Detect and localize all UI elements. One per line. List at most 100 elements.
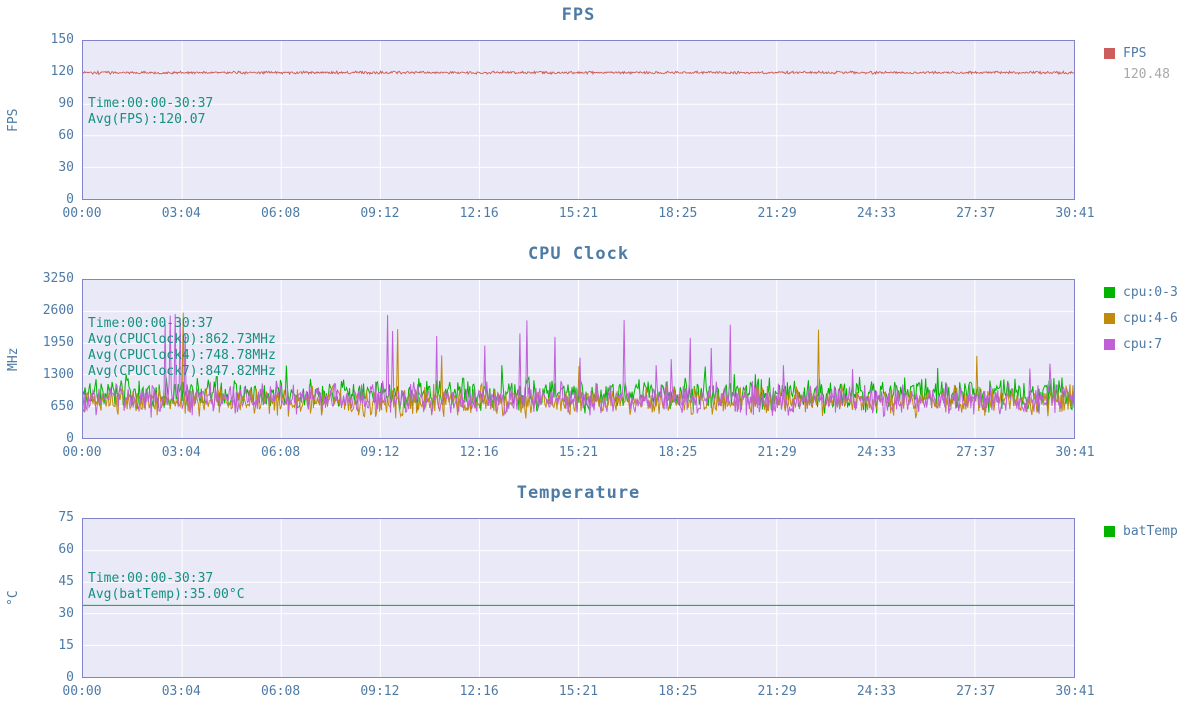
annotation-line: Time:00:00-30:37 — [88, 96, 214, 111]
x-tick-label: 00:00 — [62, 445, 102, 460]
x-tick-label: 09:12 — [360, 206, 400, 221]
plot-canvas — [83, 280, 1074, 438]
annotation-line: Avg(CPUClock0):862.73MHz — [88, 332, 276, 347]
y-tick-label: 3250 — [42, 271, 74, 286]
series-line-cpu:7 — [83, 314, 1074, 418]
x-tick-label: 18:25 — [658, 684, 698, 699]
annotation-line: Avg(FPS):120.07 — [88, 112, 206, 127]
x-tick-label: 03:04 — [161, 206, 201, 221]
y-tick-label: 120 — [50, 64, 74, 79]
legend-current-value: 120.48 — [1123, 67, 1170, 82]
legend: cpu:0-3 cpu:4-6 cpu:7 — [1104, 279, 1178, 357]
x-axis-ticks: 00:00 03:04 06:08 09:12 12:16 15:21 18:25 21:29… — [0, 684, 1198, 702]
x-tick-label: 18:25 — [658, 445, 698, 460]
x-tick-label: 27:37 — [956, 684, 996, 699]
legend-swatch — [1104, 338, 1115, 350]
x-tick-label: 24:33 — [856, 684, 896, 699]
x-tick-label: 09:12 — [360, 445, 400, 460]
y-tick-label: 60 — [58, 128, 74, 143]
plot-area: Time:00:00-30:37 Avg(FPS):120.07 — [82, 40, 1075, 200]
plot-annotation: Time:00:00-30:37 Avg(FPS):120.07 — [88, 96, 213, 128]
x-tick-label: 09:12 — [360, 684, 400, 699]
annotation-line: Avg(CPUClock7):847.82MHz — [88, 364, 276, 379]
y-tick-label: 0 — [66, 431, 74, 446]
x-tick-label: 24:33 — [856, 206, 896, 221]
plot-annotation: Time:00:00-30:37 Avg(batTemp):35.00°C — [88, 571, 245, 603]
x-tick-label: 00:00 — [62, 684, 102, 699]
y-tick-label: 1300 — [42, 367, 74, 382]
x-tick-label: 27:37 — [956, 445, 996, 460]
legend-entry: batTemp — [1104, 518, 1178, 544]
legend-entry: FPS — [1104, 40, 1170, 66]
x-tick-label: 24:33 — [856, 445, 896, 460]
x-tick-label: 27:37 — [956, 206, 996, 221]
x-tick-label: 03:04 — [161, 445, 201, 460]
y-axis-ticks: 0 30 60 90 120 150 — [0, 32, 74, 207]
chart-title: FPS — [561, 5, 596, 25]
x-tick-label: 03:04 — [161, 684, 201, 699]
x-tick-label: 30:41 — [1055, 684, 1095, 699]
x-tick-label: 21:29 — [757, 445, 797, 460]
y-tick-label: 30 — [58, 160, 74, 175]
x-tick-label: 18:25 — [658, 206, 698, 221]
x-tick-label: 06:08 — [261, 445, 301, 460]
y-tick-label: 150 — [50, 32, 74, 47]
x-tick-label: 21:29 — [757, 206, 797, 221]
annotation-line: Time:00:00-30:37 — [88, 316, 214, 331]
x-tick-label: 06:08 — [261, 684, 301, 699]
x-tick-label: 15:21 — [558, 206, 599, 221]
x-tick-label: 30:41 — [1055, 206, 1095, 221]
fps-chart: FPS FPS 0 30 60 90 120 150 Time:00:00-30:37 Av… — [0, 0, 1198, 239]
y-tick-label: 75 — [58, 510, 74, 525]
plot-area: Time:00:00-30:37 Avg(batTemp):35.00°C — [82, 518, 1075, 678]
x-tick-label: 12:16 — [459, 445, 499, 460]
y-tick-label: 2600 — [42, 303, 74, 318]
annotation-line: Avg(CPUClock4):748.78MHz — [88, 348, 276, 363]
chart-title: CPU Clock — [527, 244, 630, 264]
grid-lines — [83, 519, 1074, 677]
legend: FPS 120.48 — [1104, 40, 1170, 84]
y-tick-label: 90 — [58, 96, 74, 111]
y-tick-label: 0 — [66, 670, 74, 685]
x-tick-label: 15:21 — [558, 684, 599, 699]
y-axis-ticks: 0 15 30 45 60 75 — [0, 510, 74, 685]
y-tick-label: 45 — [58, 574, 74, 589]
x-tick-label: 12:16 — [459, 684, 499, 699]
legend-label: cpu:7 — [1123, 336, 1163, 352]
x-tick-label: 15:21 — [558, 445, 599, 460]
legend-swatch — [1104, 286, 1115, 298]
legend: batTemp — [1104, 518, 1178, 544]
annotation-line: Time:00:00-30:37 — [88, 571, 214, 586]
legend-label: cpu:0-3 — [1123, 284, 1178, 300]
x-axis-ticks: 00:00 03:04 06:08 09:12 12:16 15:21 18:25 21:29… — [0, 206, 1198, 224]
legend-swatch — [1104, 312, 1115, 324]
y-tick-label: 0 — [66, 192, 74, 207]
y-tick-label: 30 — [58, 606, 74, 621]
legend-label: FPS — [1123, 45, 1147, 61]
x-tick-label: 21:29 — [757, 684, 797, 699]
chart-title: Temperature — [516, 483, 641, 503]
plot-annotation: Time:00:00-30:37 Avg(CPUClock0):862.73MHz… — [88, 316, 276, 380]
plot-area: Time:00:00-30:37 Avg(CPUClock0):862.73MHz… — [82, 279, 1075, 439]
y-tick-label: 1950 — [42, 335, 74, 350]
x-tick-label: 12:16 — [459, 206, 499, 221]
plot-canvas — [83, 41, 1074, 199]
legend-entry: cpu:7 — [1104, 331, 1178, 357]
legend-label: cpu:4-6 — [1123, 310, 1178, 326]
legend-label: batTemp — [1123, 523, 1178, 539]
x-tick-label: 00:00 — [62, 206, 102, 221]
plot-canvas — [83, 519, 1074, 677]
x-tick-label: 06:08 — [261, 206, 301, 221]
legend-entry: cpu:0-3 — [1104, 279, 1178, 305]
legend-swatch — [1104, 47, 1115, 59]
cpu-clock-chart: CPU Clock MHz 0 650 1300 1950 2600 3250 Time:… — [0, 239, 1198, 478]
annotation-line: Avg(batTemp):35.00°C — [88, 587, 245, 602]
x-axis-ticks: 00:00 03:04 06:08 09:12 12:16 15:21 18:25 21:29… — [0, 445, 1198, 463]
y-axis-ticks: 0 650 1300 1950 2600 3250 — [0, 271, 74, 446]
legend-swatch — [1104, 525, 1115, 537]
legend-entry: cpu:4-6 — [1104, 305, 1178, 331]
series-line-FPS — [83, 69, 1074, 76]
temperature-chart: Temperature °C 0 15 30 45 60 75 Time:00:00-30… — [0, 478, 1198, 717]
x-tick-label: 30:41 — [1055, 445, 1095, 460]
y-tick-label: 650 — [50, 399, 74, 414]
